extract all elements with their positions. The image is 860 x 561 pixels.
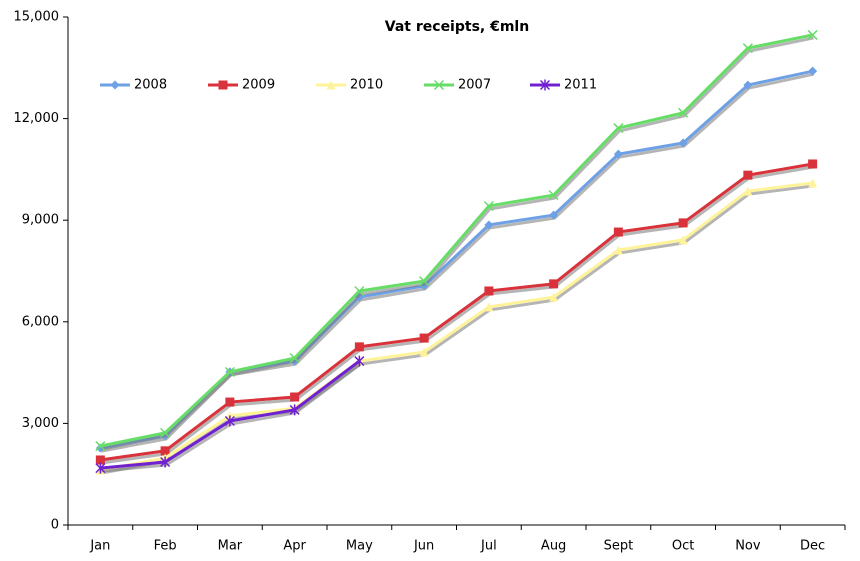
marker xyxy=(160,446,170,456)
marker xyxy=(218,80,228,90)
x-tick-label: Jan xyxy=(89,539,110,554)
marker xyxy=(549,292,559,302)
marker xyxy=(613,123,624,134)
marker xyxy=(354,285,365,297)
marker xyxy=(742,43,753,54)
marker xyxy=(225,397,235,407)
marker xyxy=(549,210,559,220)
marker xyxy=(326,80,336,90)
x-tick-label: Apr xyxy=(283,539,306,554)
marker xyxy=(678,138,688,148)
y-tick-label: 0 xyxy=(51,518,59,533)
x-tick-label: Jul xyxy=(480,539,497,554)
marker xyxy=(160,456,171,468)
marker xyxy=(613,245,623,255)
marker xyxy=(808,66,818,76)
marker xyxy=(808,159,818,169)
marker xyxy=(419,347,429,357)
marker xyxy=(95,455,105,465)
marker xyxy=(110,80,120,90)
marker xyxy=(419,333,429,343)
marker xyxy=(613,227,623,237)
marker xyxy=(95,462,106,474)
marker xyxy=(419,276,430,287)
series-line xyxy=(100,33,813,448)
marker xyxy=(484,302,494,312)
legend-label: 2011 xyxy=(564,78,597,93)
legend-label: 2009 xyxy=(242,78,275,93)
marker xyxy=(484,286,494,296)
x-tick-label: Oct xyxy=(672,539,694,554)
y-tick-label: 9,000 xyxy=(22,213,59,228)
marker xyxy=(224,415,235,427)
marker xyxy=(289,404,300,416)
marker xyxy=(160,427,171,438)
marker xyxy=(433,79,445,91)
marker xyxy=(548,190,559,201)
marker xyxy=(743,170,753,180)
marker xyxy=(290,392,300,402)
x-tick-label: Nov xyxy=(735,539,761,554)
marker xyxy=(95,441,106,452)
marker xyxy=(354,355,365,367)
series-line xyxy=(100,162,813,462)
y-tick-label: 12,000 xyxy=(14,111,60,126)
marker xyxy=(539,79,551,91)
marker xyxy=(549,279,559,289)
marker xyxy=(224,366,235,377)
x-tick-label: Feb xyxy=(154,539,177,554)
legend-label: 2010 xyxy=(350,78,383,93)
legend-label: 2008 xyxy=(134,78,167,93)
x-tick-label: Aug xyxy=(541,539,566,554)
marker xyxy=(743,80,753,90)
marker xyxy=(807,29,818,40)
marker xyxy=(289,353,300,364)
marker xyxy=(808,178,818,188)
marker xyxy=(483,200,494,212)
chart-title: Vat receipts, €mln xyxy=(385,19,529,35)
marker xyxy=(743,186,753,196)
x-tick-label: Jun xyxy=(413,539,434,554)
y-tick-label: 3,000 xyxy=(22,416,59,431)
x-tick-label: Mar xyxy=(218,539,243,554)
marker xyxy=(678,218,688,228)
marker xyxy=(354,342,364,352)
x-tick-label: Dec xyxy=(800,539,825,554)
marker xyxy=(613,149,623,159)
marker xyxy=(678,107,689,118)
marker xyxy=(678,235,688,245)
x-tick-label: Sept xyxy=(604,539,634,554)
series-line xyxy=(100,181,813,472)
y-tick-label: 15,000 xyxy=(14,10,60,25)
y-tick-label: 6,000 xyxy=(22,314,59,329)
x-tick-label: May xyxy=(346,539,373,554)
legend-label: 2007 xyxy=(458,78,491,93)
marker xyxy=(484,220,494,230)
